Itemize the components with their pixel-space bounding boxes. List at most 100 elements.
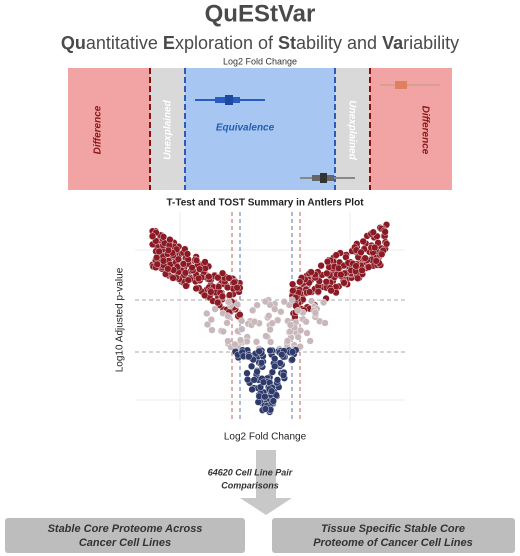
point <box>268 319 276 327</box>
point <box>233 284 241 292</box>
subtitle-part: ability and <box>296 33 382 53</box>
point <box>319 298 328 307</box>
point <box>271 305 279 313</box>
point <box>225 298 233 306</box>
x-axis-label: Log2 Fold Change <box>224 432 307 443</box>
subtitle-part: E <box>163 33 175 53</box>
point <box>365 263 373 271</box>
point <box>332 251 340 259</box>
point <box>259 378 268 386</box>
point <box>245 353 253 361</box>
point <box>323 269 331 278</box>
point <box>254 398 262 406</box>
zone-label: Unexplained <box>163 99 174 159</box>
point <box>218 269 227 277</box>
point <box>225 274 233 282</box>
flow-arrow <box>240 450 292 515</box>
output-label: Proteome of Cancer Cell Lines <box>313 537 473 549</box>
point <box>306 337 314 345</box>
subtitle-part: xploration of <box>175 33 278 53</box>
flow-label: Comparisons <box>221 480 279 490</box>
point <box>352 262 360 270</box>
point <box>214 274 222 282</box>
antlers-plot <box>135 212 405 420</box>
point <box>247 362 256 370</box>
zone-label: Equivalence <box>216 123 275 134</box>
point <box>243 369 251 377</box>
zone-label: Difference <box>419 106 430 155</box>
point <box>238 317 246 325</box>
point <box>159 233 168 241</box>
point <box>371 243 379 252</box>
point <box>155 247 163 256</box>
output-box <box>5 518 245 553</box>
point <box>188 264 196 272</box>
point <box>334 264 343 272</box>
point <box>219 327 227 336</box>
point <box>359 237 367 245</box>
point <box>250 318 259 326</box>
point <box>205 273 213 281</box>
point <box>203 320 212 329</box>
point <box>182 282 190 290</box>
antlers-title: T-Test and TOST Summary in Antlers Plot <box>166 198 364 209</box>
point <box>233 300 242 309</box>
point <box>357 248 365 256</box>
point <box>296 278 304 286</box>
point <box>253 301 261 309</box>
point <box>378 250 386 258</box>
point <box>261 405 269 413</box>
point <box>283 337 292 345</box>
point <box>297 326 305 335</box>
point <box>244 376 252 384</box>
point <box>288 296 296 304</box>
point <box>231 340 239 348</box>
point <box>269 397 277 405</box>
point <box>179 260 188 268</box>
point <box>273 376 282 384</box>
point <box>383 240 391 248</box>
y-axis-label: Log10 Adjusted p-value <box>115 267 126 372</box>
point <box>268 387 276 395</box>
point <box>303 329 311 337</box>
point <box>253 368 261 376</box>
point <box>288 280 297 288</box>
point <box>252 338 261 346</box>
point <box>224 312 232 320</box>
point <box>192 284 200 293</box>
subtitle-part: riability <box>403 33 459 53</box>
point <box>261 393 269 401</box>
point <box>261 297 269 306</box>
title: QuEStVar <box>205 0 316 27</box>
subtitle: Quantitative Exploration of Stability an… <box>61 33 459 53</box>
point <box>207 288 215 296</box>
point <box>208 326 216 334</box>
point <box>224 337 232 345</box>
point <box>340 279 348 287</box>
point <box>278 351 286 359</box>
point <box>280 298 288 306</box>
point <box>248 385 256 394</box>
point <box>314 288 322 296</box>
point <box>203 309 211 318</box>
zone-panel <box>68 68 452 190</box>
point <box>237 336 245 344</box>
point <box>381 228 389 236</box>
point <box>302 318 310 326</box>
point <box>223 283 232 292</box>
zone-label: Difference <box>93 105 104 154</box>
point <box>159 257 168 265</box>
point <box>323 258 332 266</box>
flow-label: 64620 Cell Line Pair <box>208 467 293 477</box>
point <box>153 260 161 268</box>
point <box>214 298 222 307</box>
point <box>164 265 172 273</box>
point <box>337 271 345 279</box>
point <box>361 254 369 262</box>
point <box>327 286 335 295</box>
point <box>322 278 330 286</box>
subtitle-part: Va <box>382 33 404 53</box>
point <box>311 309 320 317</box>
point <box>289 287 297 295</box>
